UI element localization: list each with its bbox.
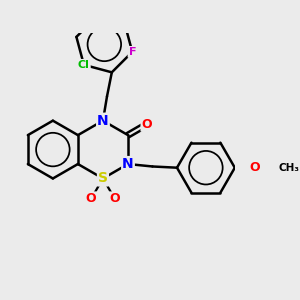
Text: N: N — [97, 114, 109, 128]
Text: S: S — [98, 172, 108, 185]
Text: CH₃: CH₃ — [279, 163, 300, 173]
Text: O: O — [249, 161, 260, 174]
Text: N: N — [122, 157, 134, 171]
Text: O: O — [86, 192, 96, 206]
Text: O: O — [110, 192, 120, 206]
Text: F: F — [128, 47, 136, 57]
Text: O: O — [142, 118, 152, 131]
Text: Cl: Cl — [78, 60, 90, 70]
